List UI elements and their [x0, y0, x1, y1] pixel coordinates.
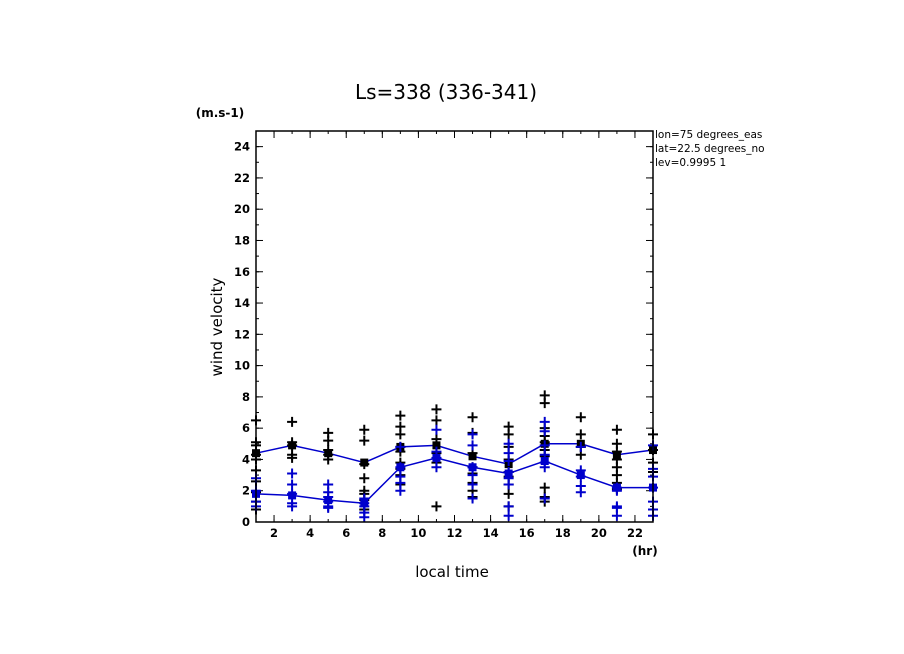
x-tick-label: 10: [410, 526, 426, 540]
data-point-series-1: [575, 441, 586, 452]
y-axis-label: wind velocity: [208, 277, 226, 376]
mean-marker-series-0: [360, 458, 369, 467]
mean-marker-series-0: [432, 441, 441, 450]
mean-marker-series-0: [612, 450, 621, 459]
plot-frame: [255, 130, 654, 523]
info-lev: lev=0.9995 1: [655, 157, 726, 169]
data-point-series-0: [503, 421, 514, 432]
mean-marker-series-1: [576, 471, 585, 480]
data-point-series-1: [539, 493, 550, 504]
data-point-series-0: [611, 438, 622, 449]
data-point-series-1: [611, 501, 622, 512]
mean-marker-series-1: [396, 463, 405, 472]
data-point-series-1: [431, 424, 442, 435]
x-tick-label: 20: [591, 526, 607, 540]
x-tick-label: 14: [483, 526, 499, 540]
data-point-series-1: [575, 481, 586, 492]
x-tick-label: 4: [306, 526, 314, 540]
data-point-series-0: [395, 410, 406, 421]
data-point-series-0: [431, 404, 442, 415]
mean-marker-series-1: [612, 483, 621, 492]
y-tick-label: 24: [234, 140, 250, 154]
mean-marker-series-1: [360, 499, 369, 508]
data-point-series-1: [323, 479, 334, 490]
x-axis-unit: (hr): [632, 544, 657, 558]
x-axis-label: local time: [415, 563, 489, 581]
data-point-series-0: [467, 412, 478, 423]
data-point-series-0: [287, 416, 298, 427]
y-tick-label: 4: [242, 452, 250, 466]
data-point-series-0: [359, 424, 370, 435]
data-point-series-0: [431, 501, 442, 512]
data-point-series-1: [503, 510, 514, 521]
data-point-series-1: [503, 448, 514, 459]
data-point-series-1: [287, 498, 298, 509]
info-lon: lon=75 degrees_eas: [655, 129, 762, 141]
data-point-series-1: [467, 429, 478, 440]
mean-marker-series-0: [288, 441, 297, 450]
mean-marker-series-1: [540, 457, 549, 466]
y-tick-label: 14: [234, 296, 250, 310]
x-tick-label: 6: [342, 526, 350, 540]
data-point-series-0: [503, 488, 514, 499]
data-point-series-1: [503, 438, 514, 449]
x-tick-label: 16: [519, 526, 535, 540]
y-tick-label: 2: [242, 484, 250, 498]
y-tick-label: 22: [234, 171, 250, 185]
y-tick-label: 18: [234, 233, 250, 247]
data-point-series-0: [575, 412, 586, 423]
data-point-series-1: [467, 493, 478, 504]
x-tick-label: 2: [270, 526, 278, 540]
data-point-series-0: [611, 424, 622, 435]
data-point-series-1: [395, 471, 406, 482]
info-lat: lat=22.5 degrees_no: [655, 143, 765, 155]
mean-marker-series-1: [324, 496, 333, 505]
data-point-series-1: [431, 462, 442, 473]
mean-marker-series-1: [468, 463, 477, 472]
chart-title: Ls=338 (336-341): [355, 80, 537, 104]
mean-marker-series-1: [288, 491, 297, 500]
data-point-series-0: [575, 429, 586, 440]
data-point-series-0: [359, 435, 370, 446]
data-point-series-0: [323, 427, 334, 438]
data-point-series-1: [539, 440, 550, 451]
y-tick-label: 12: [234, 327, 250, 341]
y-tick-label: 10: [234, 359, 250, 373]
data-point-series-1: [467, 479, 478, 490]
x-tick-label: 12: [446, 526, 462, 540]
mean-marker-series-0: [324, 449, 333, 458]
mean-line-series-1: [255, 457, 653, 505]
mean-marker-series-1: [432, 453, 441, 462]
y-axis-unit: (m.s-1): [196, 106, 245, 120]
data-point-series-1: [503, 501, 514, 512]
mean-line-series-0: [255, 443, 654, 465]
y-tick-label: 8: [242, 390, 250, 404]
data-point-series-0: [359, 473, 370, 484]
y-tick-label: 6: [242, 421, 250, 435]
data-point-series-0: [539, 390, 550, 401]
y-tick-label: 20: [234, 202, 250, 216]
data-point-series-1: [287, 468, 298, 479]
data-point-series-0: [431, 415, 442, 426]
x-tick-label: 8: [378, 526, 386, 540]
x-tick-label: 22: [627, 526, 643, 540]
data-point-series-1: [395, 441, 406, 452]
mean-marker-series-1: [504, 469, 513, 478]
data-point-series-0: [539, 482, 550, 493]
y-tick-label: 0: [242, 515, 250, 529]
data-point-series-0: [395, 421, 406, 432]
data-point-series-1: [539, 426, 550, 437]
data-point-series-1: [467, 440, 478, 451]
data-point-series-1: [287, 479, 298, 490]
mean-marker-series-0: [468, 452, 477, 461]
y-tick-label: 16: [234, 265, 250, 279]
data-point-series-1: [539, 416, 550, 427]
x-tick-label: 18: [555, 526, 571, 540]
data-point-series-0: [287, 449, 298, 460]
